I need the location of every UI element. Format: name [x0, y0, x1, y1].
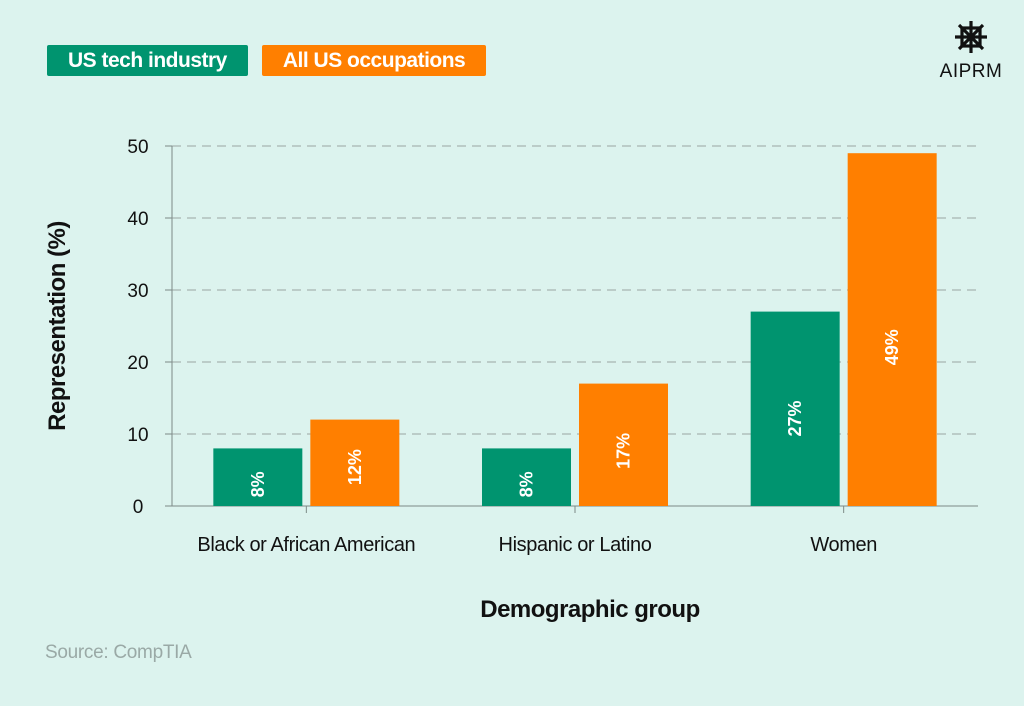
y-tick-label: 10 — [127, 425, 148, 446]
brand-name: AIPRM — [939, 61, 1003, 82]
bar-data-label: 27% — [785, 401, 805, 437]
bar — [579, 383, 668, 506]
brand-logo: AIPRM — [938, 20, 1004, 83]
bar — [310, 419, 400, 506]
bar — [847, 153, 937, 506]
bar — [482, 448, 571, 506]
x-tick-label: Black or African American — [197, 534, 415, 556]
legend: US tech industry All US occupations — [47, 45, 487, 76]
x-tick-label: Hispanic or Latino — [499, 534, 652, 556]
y-tick-label: 50 — [127, 137, 148, 158]
bar — [750, 311, 840, 506]
bar — [213, 448, 303, 506]
bar-data-label: 8% — [517, 471, 537, 497]
bar-data-label: 49% — [882, 329, 902, 365]
y-tick-label: 0 — [133, 497, 144, 518]
aiprm-logo-icon — [955, 21, 987, 53]
y-axis-title: Representation (%) — [44, 221, 71, 431]
legend-item-all-us-occupations: All US occupations — [261, 45, 487, 76]
x-tick-label: Women — [810, 534, 877, 556]
y-tick-label: 20 — [127, 353, 148, 374]
bar-data-label: 12% — [345, 449, 365, 485]
source-note: Source: CompTIA — [45, 642, 192, 663]
legend-item-us-tech-industry: US tech industry — [47, 45, 248, 76]
y-tick-label: 30 — [127, 281, 148, 302]
bar-data-label: 8% — [248, 471, 268, 497]
bar-data-label: 17% — [614, 433, 634, 469]
y-tick-label: 40 — [127, 209, 148, 230]
x-axis-title: Demographic group — [480, 596, 700, 623]
